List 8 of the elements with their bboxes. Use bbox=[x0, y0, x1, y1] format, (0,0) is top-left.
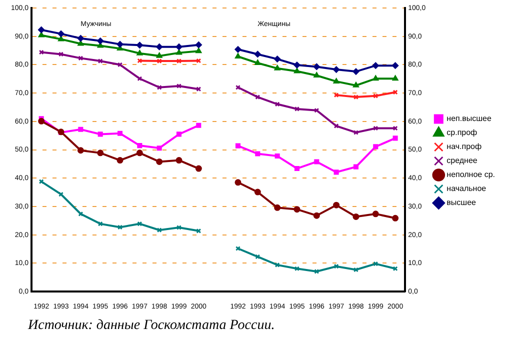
legend-label: среднее bbox=[446, 156, 478, 166]
legend-label: начальное bbox=[446, 184, 487, 194]
legend-label: высшее bbox=[446, 198, 477, 208]
legend-label: ср.проф bbox=[446, 128, 478, 138]
legend-label: неп.высшее bbox=[446, 114, 492, 124]
text: Источник: данные Госкомстата России. bbox=[28, 318, 275, 334]
legend-label: неполное ср. bbox=[446, 170, 496, 180]
legend-label: нач.проф bbox=[446, 142, 482, 152]
